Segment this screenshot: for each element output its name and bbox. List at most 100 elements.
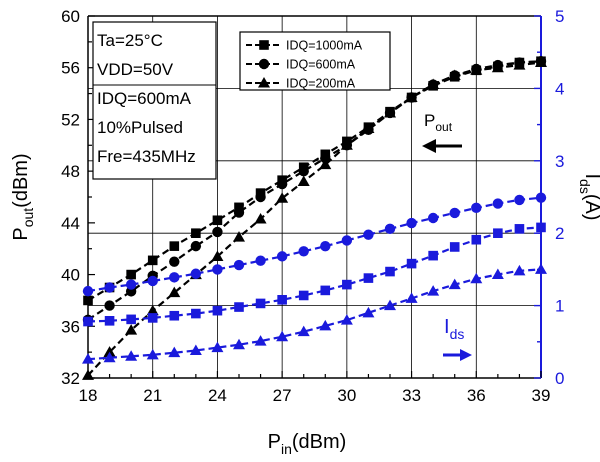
x-tick-label: 30 <box>337 386 356 405</box>
data-point <box>342 280 352 290</box>
y-right-tick-label: 4 <box>555 79 564 98</box>
y-right-axis-label-sub: ds <box>577 179 593 194</box>
data-point <box>407 259 417 269</box>
x-tick-label: 27 <box>273 386 292 405</box>
data-point <box>298 175 310 186</box>
data-point <box>148 313 158 323</box>
data-point <box>320 286 330 296</box>
y-left-axis-label-main: P <box>10 227 32 240</box>
data-point <box>493 198 503 208</box>
condition-text: 10%Pulsed <box>97 118 183 137</box>
y-right-tick-label: 3 <box>555 152 564 171</box>
x-tick-label: 39 <box>532 386 551 405</box>
data-point <box>277 295 287 305</box>
data-point <box>191 241 201 251</box>
data-point <box>514 195 524 205</box>
y-right-axis-label: Ids(A) <box>577 173 600 220</box>
data-point <box>213 306 223 316</box>
data-point <box>493 228 503 238</box>
data-point <box>277 179 287 189</box>
data-point <box>277 251 287 261</box>
svg-text:Ids: Ids <box>444 316 464 342</box>
data-point <box>255 256 265 266</box>
data-point <box>105 316 115 326</box>
data-point <box>535 263 547 274</box>
data-point <box>148 276 158 286</box>
data-point <box>234 302 244 312</box>
data-point <box>385 267 395 277</box>
condition-text: IDQ=600mA <box>97 89 192 108</box>
data-point <box>299 246 309 256</box>
data-point <box>148 256 158 266</box>
y-left-tick-label: 52 <box>61 110 80 129</box>
data-point <box>428 213 438 223</box>
data-point <box>191 269 201 279</box>
legend-label: IDQ=200mA <box>286 77 356 91</box>
y-left-tick-label: 40 <box>61 266 80 285</box>
y-left-tick-label: 56 <box>61 59 80 78</box>
y-right-tick-label: 2 <box>555 224 564 243</box>
data-point <box>212 227 222 237</box>
y-left-axis-label: Pout(dBm) <box>10 153 36 240</box>
data-point <box>299 291 309 301</box>
data-point <box>191 309 201 319</box>
data-point <box>406 218 416 228</box>
data-point <box>428 251 438 261</box>
condition-text: Fre=435MHz <box>97 147 196 166</box>
data-point <box>255 213 267 224</box>
data-point <box>213 215 223 225</box>
y-left-tick-label: 44 <box>61 214 80 233</box>
data-point <box>169 272 179 282</box>
data-point <box>83 296 93 306</box>
ids-annotation: Ids <box>443 316 472 361</box>
data-point <box>299 166 309 176</box>
condition-text: VDD=50V <box>97 60 174 79</box>
x-axis-label-sub: in <box>281 441 292 457</box>
data-point <box>364 273 374 283</box>
data-point <box>363 229 373 239</box>
pout-annotation-main: P <box>424 111 435 130</box>
data-point <box>169 241 179 251</box>
x-tick-label: 18 <box>79 386 98 405</box>
legend-marker <box>259 40 269 50</box>
data-point <box>320 241 330 251</box>
data-point <box>169 256 179 266</box>
data-point <box>256 299 266 309</box>
legend: IDQ=1000mAIDQ=600mAIDQ=200mA <box>240 32 390 91</box>
x-tick-label: 33 <box>402 386 421 405</box>
svg-text:Pout: Pout <box>424 111 453 134</box>
data-point <box>126 270 136 280</box>
data-point <box>471 203 481 213</box>
y-left-tick-label: 36 <box>61 317 80 336</box>
data-point <box>104 300 114 310</box>
legend-label: IDQ=1000mA <box>286 39 363 53</box>
x-axis-label: Pin(dBm) <box>268 431 347 457</box>
ids-annotation-sub: ds <box>450 326 465 342</box>
data-point <box>126 279 136 289</box>
y-left-tick-label: 48 <box>61 162 80 181</box>
data-point <box>536 193 546 203</box>
data-point <box>234 260 244 270</box>
y-left-tick-label: 32 <box>61 369 80 388</box>
y-right-tick-label: 5 <box>555 7 564 26</box>
data-point <box>471 235 481 245</box>
data-point <box>385 224 395 234</box>
data-point <box>450 208 460 218</box>
data-point <box>450 242 460 252</box>
data-point <box>536 223 546 233</box>
ids-arrow-icon <box>460 349 472 361</box>
pout-annotation: Pout <box>422 111 462 153</box>
y-left-axis-label-unit: (dBm) <box>10 153 32 207</box>
y-right-tick-label: 0 <box>555 369 564 388</box>
x-tick-label: 21 <box>143 386 162 405</box>
data-point <box>234 207 244 217</box>
data-point <box>83 317 93 327</box>
condition-text: Ta=25°C <box>97 31 163 50</box>
pout-arrow-icon <box>422 139 436 153</box>
data-point <box>255 192 265 202</box>
pout-annotation-sub: out <box>435 120 452 134</box>
data-point <box>191 228 201 238</box>
y-right-axis-label-unit: (A) <box>581 194 600 221</box>
data-point <box>212 264 222 274</box>
